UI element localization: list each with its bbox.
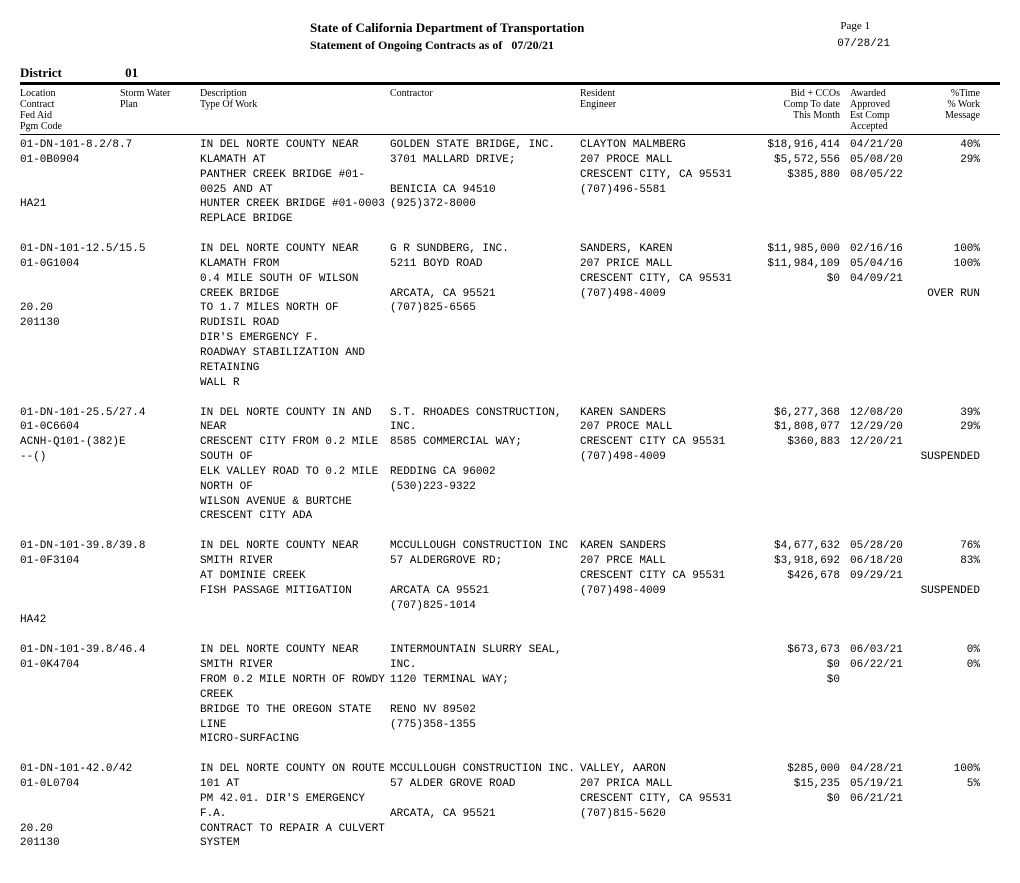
contract-dates: 04/28/2105/19/2106/21/21 [840,762,920,851]
contract-money: $285,000$15,235$0 [750,762,840,851]
contract-row: 01-DN-101-25.5/27.401-0C6604ACNH-Q101-(3… [20,403,1000,537]
contract-description: IN DEL NORTE COUNTY NEAR SMITH RIVERAT D… [200,539,390,628]
contract-money: $673,673$0$0 [750,643,840,747]
contract-money: $11,985,000$11,984,109$0 [750,242,840,390]
contract-location: 01-DN-101-12.5/15.501-0G1004 20.20201130 [20,242,200,390]
contract-row: 01-DN-101-8.2/8.701-0B0904 HA21IN DEL NO… [20,135,1000,239]
col-engineer: Resident Engineer [580,88,750,132]
contract-dates: 02/16/1605/04/1604/09/21 [840,242,920,390]
page-header: State of California Department of Transp… [20,20,1000,53]
contract-row: 01-DN-101-42.0/4201-0L0704 20.20201130IN… [20,759,1000,863]
contract-money: $18,916,414$5,572,556$385,880 [750,138,840,227]
contract-row: 01-DN-101-12.5/15.501-0G1004 20.20201130… [20,239,1000,402]
contract-row: 01-DN-101-39.8/39.801-0F3104 HA42IN DEL … [20,536,1000,640]
contract-description: IN DEL NORTE COUNTY NEAR KLAMATH ATPANTH… [200,138,390,227]
contract-dates: 12/08/2012/29/2012/20/21 [840,406,920,525]
contracts-list: 01-DN-101-8.2/8.701-0B0904 HA21IN DEL NO… [20,135,1000,863]
contract-money: $4,677,632$3,918,692$426,678 [750,539,840,628]
contract-location: 01-DN-101-42.0/4201-0L0704 20.20201130 [20,762,200,851]
contract-engineer: KAREN SANDERS207 PROCE MALLCRESCENT CITY… [580,406,750,525]
contract-engineer: KAREN SANDERS207 PRCE MALLCRESCENT CITY … [580,539,750,628]
contract-contractor: GOLDEN STATE BRIDGE, INC.3701 MALLARD DR… [390,138,580,227]
contract-pct: 76%83% SUSPENDED [920,539,980,628]
col-location: Location Contract Fed Aid Pgm Code [20,88,120,132]
contract-description: IN DEL NORTE COUNTY ON ROUTE 101 ATPM 42… [200,762,390,851]
page-number: Page 1 [840,20,870,36]
col-awarded: Awarded Approved Est Comp Accepted [840,88,920,132]
col-stormwater: Storm Water Plan [120,88,200,132]
contract-contractor: S.T. RHOADES CONSTRUCTION,INC.8585 COMME… [390,406,580,525]
print-date: 07/28/21 [837,38,890,53]
contract-contractor: INTERMOUNTAIN SLURRY SEAL,INC.1120 TERMI… [390,643,580,747]
contract-pct: 39%29% SUSPENDED [920,406,980,525]
divider [20,82,1000,85]
col-contractor: Contractor [390,88,580,132]
contract-description: IN DEL NORTE COUNTY IN AND NEARCRESCENT … [200,406,390,525]
contract-engineer: CLAYTON MALMBERG207 PROCE MALLCRESCENT C… [580,138,750,227]
contract-pct: 100%5% [920,762,980,851]
page-title: State of California Department of Transp… [310,20,584,36]
contract-engineer: VALLEY, AARON207 PRICA MALLCRESCENT CITY… [580,762,750,851]
contract-location: 01-DN-101-8.2/8.701-0B0904 HA21 [20,138,200,227]
contract-engineer: SANDERS, KAREN207 PRICE MALLCRESCENT CIT… [580,242,750,390]
district-label: District 01 [20,65,1000,81]
contract-contractor: MCCULLOUGH CONSTRUCTION INC57 ALDERGROVE… [390,539,580,628]
contract-engineer [580,643,750,747]
contract-pct: 0%0% [920,643,980,747]
contract-row: 01-DN-101-39.8/46.401-0K4704IN DEL NORTE… [20,640,1000,759]
contract-location: 01-DN-101-25.5/27.401-0C6604ACNH-Q101-(3… [20,406,200,525]
contract-location: 01-DN-101-39.8/46.401-0K4704 [20,643,200,747]
contract-pct: 100%100% OVER RUN [920,242,980,390]
contract-dates: 05/28/2006/18/2009/29/21 [840,539,920,628]
contract-contractor: G R SUNDBERG, INC.5211 BOYD ROAD ARCATA,… [390,242,580,390]
contract-description: IN DEL NORTE COUNTY NEAR KLAMATH FROM0.4… [200,242,390,390]
contract-description: IN DEL NORTE COUNTY NEAR SMITH RIVERFROM… [200,643,390,747]
contract-pct: 40%29% [920,138,980,227]
contract-dates: 04/21/2005/08/2008/05/22 [840,138,920,227]
contract-money: $6,277,368$1,808,077$360,883 [750,406,840,525]
col-bidcco: Bid + CCOs Comp To date This Month [750,88,840,132]
col-pct: %Time % Work Message [920,88,980,132]
column-headers: Location Contract Fed Aid Pgm Code Storm… [20,86,1000,135]
contract-location: 01-DN-101-39.8/39.801-0F3104 HA42 [20,539,200,628]
contract-dates: 06/03/2106/22/21 [840,643,920,747]
page-subtitle: Statement of Ongoing Contracts as of 07/… [310,38,554,53]
contract-contractor: MCCULLOUGH CONSTRUCTION INC.57 ALDER GRO… [390,762,580,851]
col-description: Description Type Of Work [200,88,390,132]
